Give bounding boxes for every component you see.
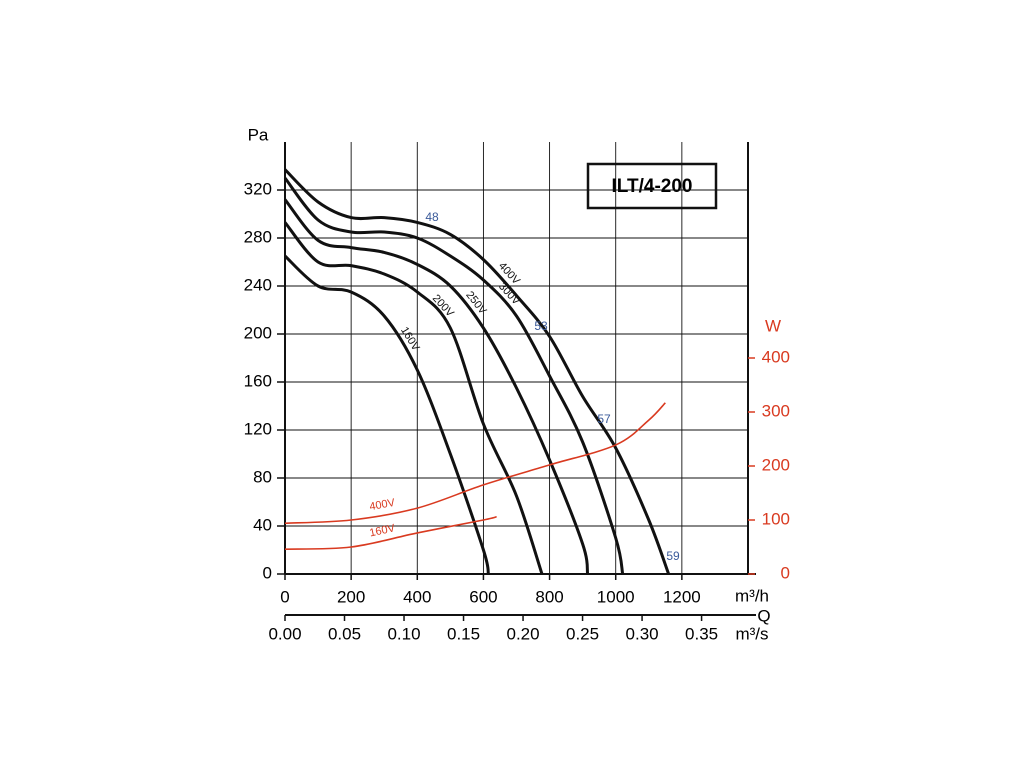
curve	[284, 515, 497, 550]
annotation: 59	[666, 549, 680, 563]
y-tick-label: 120	[244, 419, 272, 438]
curve	[283, 221, 544, 575]
chart-title: ILT/4-200	[612, 176, 693, 197]
y-tick-label: 280	[244, 227, 272, 246]
x2-tick-label: 0.20	[506, 624, 539, 643]
curve	[283, 177, 625, 575]
y-axis-label: Pa	[248, 125, 269, 144]
x2-tick-label: 0.30	[626, 624, 659, 643]
x2-tick-label: 0.10	[387, 624, 420, 643]
x-tick-label: 600	[469, 587, 497, 606]
x2-tick-label: 0.05	[328, 624, 361, 643]
annotation: 57	[597, 412, 611, 426]
y2-tick-label: 0	[781, 563, 790, 582]
x2-tick-label: 0.15	[447, 624, 480, 643]
x-tick-label: 1000	[597, 587, 635, 606]
x2-tick-label: 0.35	[685, 624, 718, 643]
y-tick-label: 160	[244, 371, 272, 390]
y2-tick-label: 100	[762, 509, 790, 528]
y-tick-label: 320	[244, 179, 272, 198]
x-axis-label: m³/h	[735, 586, 769, 605]
curve	[283, 198, 590, 575]
y2-tick-label: 300	[762, 401, 790, 420]
y2-tick-label: 200	[762, 455, 790, 474]
x2-tick-label: 0.00	[268, 624, 301, 643]
x2-tick-label: 0.25	[566, 624, 599, 643]
y2-tick-label: 400	[762, 347, 790, 366]
x-tick-label: 400	[403, 587, 431, 606]
curve	[283, 254, 490, 575]
x-tick-label: 1200	[663, 587, 701, 606]
annotation: 53	[534, 319, 548, 333]
y-tick-label: 80	[253, 467, 272, 486]
annotation: 48	[425, 210, 439, 224]
y2-axis-label: W	[765, 316, 781, 335]
y-tick-label: 200	[244, 323, 272, 342]
x-tick-label: 0	[280, 587, 289, 606]
x-tick-label: 200	[337, 587, 365, 606]
x-axis-name: Q	[757, 606, 770, 625]
curve	[284, 402, 666, 525]
y-tick-label: 240	[244, 275, 272, 294]
x-tick-label: 800	[535, 587, 563, 606]
curve	[283, 168, 671, 575]
y-tick-label: 0	[263, 563, 272, 582]
title-box	[586, 162, 718, 210]
y-tick-label: 40	[253, 515, 272, 534]
curve-label: 400V	[368, 497, 396, 513]
x2-axis-label: m³/s	[735, 624, 768, 643]
curve-label: 160V	[368, 522, 396, 539]
